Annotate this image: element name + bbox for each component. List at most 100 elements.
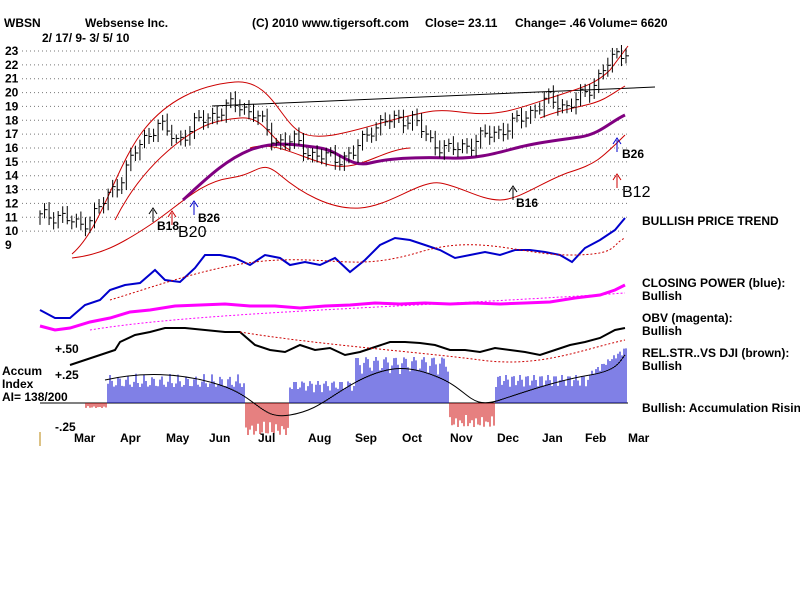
price-bar xyxy=(471,138,475,157)
y-tick-label: 16 xyxy=(5,141,19,155)
price-bar xyxy=(575,92,580,115)
relstr-status: Bullish xyxy=(642,359,682,373)
price-bar xyxy=(366,127,371,142)
month-label: Nov xyxy=(450,431,473,445)
price-bar xyxy=(466,138,471,154)
price-bar xyxy=(134,145,139,162)
price-bar xyxy=(112,179,116,198)
price-bar xyxy=(416,108,421,127)
closing-power-trend xyxy=(109,237,626,301)
acc-plus50: +.50 xyxy=(55,342,79,356)
price-bar xyxy=(570,98,575,112)
price-bar xyxy=(384,112,389,126)
price-bar xyxy=(166,113,171,136)
price-bar xyxy=(480,127,484,149)
obv-status: Bullish xyxy=(642,324,682,338)
price-bar xyxy=(121,177,125,195)
price-bar xyxy=(321,148,325,165)
month-label: Sep xyxy=(355,431,377,445)
price-bar xyxy=(625,48,629,64)
svg-text:B20: B20 xyxy=(178,224,207,241)
company-label: Websense Inc. xyxy=(85,16,168,30)
accum-ma-line xyxy=(104,354,626,417)
price-bar xyxy=(225,99,230,123)
copyright-label: (C) 2010 www.tigersoft.com xyxy=(252,16,409,30)
close-label: Close= 23.11 xyxy=(425,16,498,30)
price-bar xyxy=(371,127,375,143)
price-bar xyxy=(175,134,180,144)
price-bar xyxy=(411,110,416,131)
price-bar xyxy=(525,110,530,128)
price-bar xyxy=(239,99,243,117)
price-bar xyxy=(602,64,607,80)
upper-band xyxy=(71,45,629,255)
price-bar xyxy=(566,100,570,114)
price-bar xyxy=(489,125,493,145)
price-bar xyxy=(362,130,366,151)
price-bar xyxy=(248,100,252,120)
acc-minus25: -.25 xyxy=(55,420,76,434)
inner-upper-band xyxy=(114,117,291,221)
price-bar xyxy=(66,206,71,225)
accum-ai-label: AI= 138/200 xyxy=(2,390,68,404)
price-bar xyxy=(552,85,557,109)
svg-text:B18: B18 xyxy=(157,219,179,233)
price-bar xyxy=(402,109,407,134)
x-axis-month-labels: Mar Apr May Jun Jul Aug Sep Oct Nov Dec Jan Feb Mar xyxy=(74,431,650,445)
month-label: Jun xyxy=(209,431,230,445)
volume-label: Volume= 6620 xyxy=(588,16,668,30)
accum-status: Bullish: Accumulation Rising xyxy=(642,401,800,415)
price-bar xyxy=(262,110,266,123)
price-bar xyxy=(266,108,271,136)
month-label: Apr xyxy=(120,431,141,445)
month-label: Dec xyxy=(497,431,519,445)
price-bar xyxy=(475,134,480,157)
price-bar xyxy=(325,147,330,167)
price-bar xyxy=(302,132,307,162)
price-bar xyxy=(116,179,121,198)
acc-plus25: +.25 xyxy=(55,368,79,382)
price-bar xyxy=(434,130,439,156)
relstr-title: REL.STR..VS DJI (brown): xyxy=(642,346,789,360)
price-gridlines xyxy=(22,50,628,232)
price-bar xyxy=(389,114,393,130)
month-label: Jan xyxy=(542,431,563,445)
signal-b18: B18 xyxy=(148,207,179,233)
svg-text:B26: B26 xyxy=(622,147,644,161)
price-bar xyxy=(89,216,93,234)
price-bar xyxy=(80,211,84,231)
price-bar xyxy=(316,145,321,163)
signal-b26-feb: B26 xyxy=(612,137,644,161)
price-bar xyxy=(193,112,198,140)
price-bar xyxy=(430,130,434,143)
price-bar xyxy=(352,145,357,160)
price-bar xyxy=(84,217,89,237)
price-bar xyxy=(452,136,457,156)
price-bar xyxy=(216,105,221,125)
month-label: Jul xyxy=(258,431,275,445)
y-tick-label: 20 xyxy=(5,86,19,100)
price-bar xyxy=(502,122,507,142)
y-tick-label: 23 xyxy=(5,44,19,58)
price-bar xyxy=(171,124,175,147)
price-bar xyxy=(598,69,602,93)
symbol-label: WBSN xyxy=(4,16,41,30)
price-bar xyxy=(580,84,584,107)
relstr-line xyxy=(69,327,626,366)
svg-text:B26: B26 xyxy=(198,211,220,225)
bullish-trend-label: BULLISH PRICE TREND xyxy=(642,214,779,228)
mid-band xyxy=(249,145,411,167)
price-bar xyxy=(94,202,98,229)
svg-text:B12: B12 xyxy=(622,184,651,201)
signal-b16: B16 xyxy=(508,185,538,210)
y-tick-label: 17 xyxy=(5,127,19,141)
price-bar xyxy=(339,155,343,171)
month-label: Aug xyxy=(308,431,331,445)
price-bar xyxy=(484,124,489,138)
price-bar xyxy=(253,104,257,122)
closing-power-title: CLOSING POWER (blue): xyxy=(642,276,785,290)
price-bar xyxy=(98,199,103,214)
month-label: May xyxy=(166,431,190,445)
price-bar xyxy=(548,88,552,104)
y-tick-label: 21 xyxy=(5,72,19,86)
